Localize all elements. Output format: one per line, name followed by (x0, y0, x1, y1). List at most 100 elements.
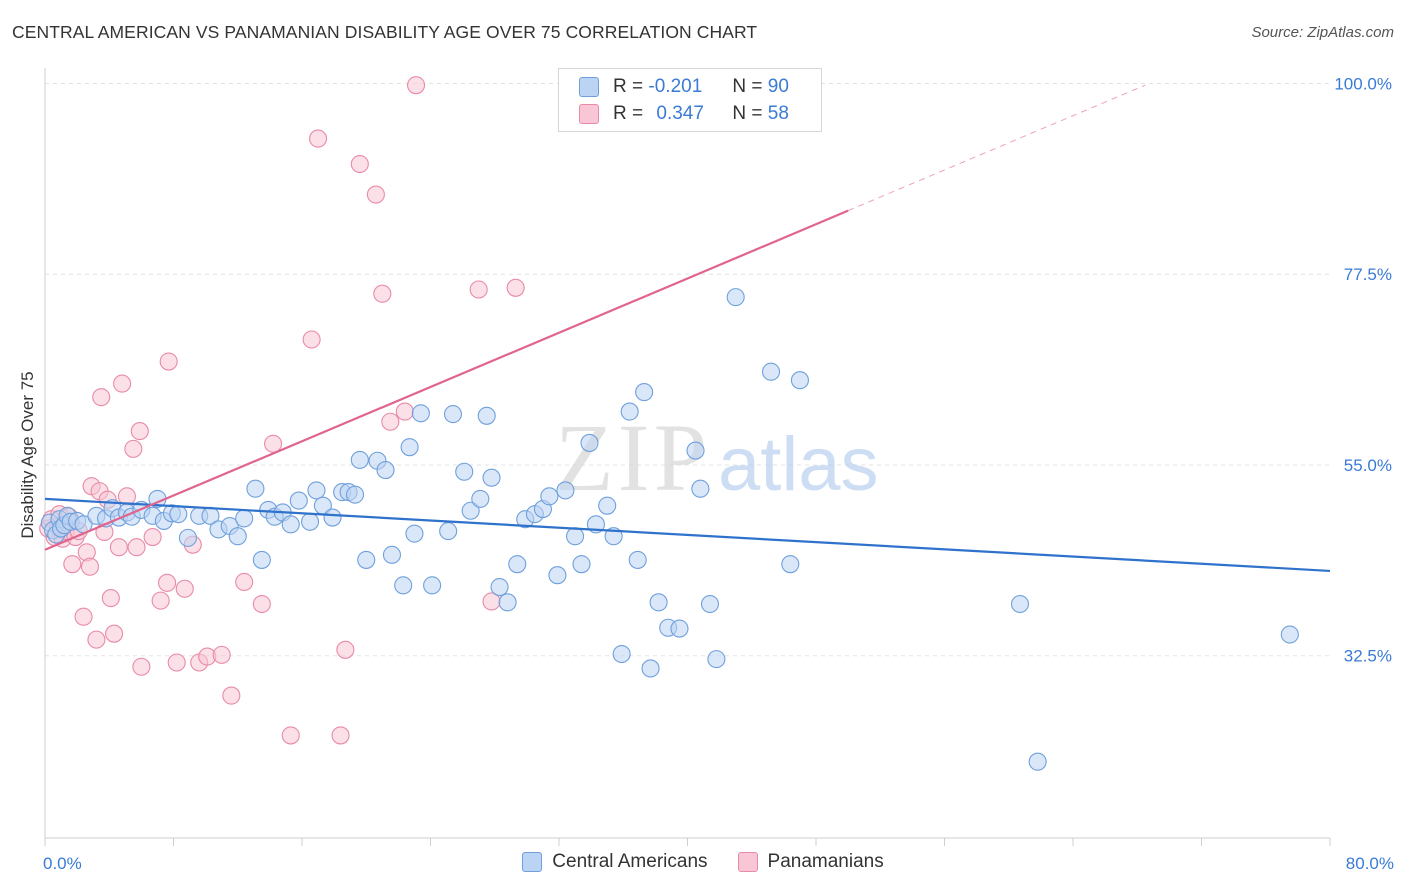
point-panamanians (87, 630, 106, 649)
legend-label-central-americans: Central Americans (552, 851, 708, 872)
point-central-americans (235, 509, 254, 528)
source-label: Source: ZipAtlas.com (1251, 24, 1394, 41)
point-central-americans (461, 501, 480, 520)
point-central-americans (394, 576, 413, 595)
n-label: N = (732, 76, 763, 97)
series-legend: Central Americans Panamanians (0, 851, 1406, 873)
point-central-americans (566, 527, 585, 546)
point-central-americans (556, 481, 575, 500)
point-central-americans (405, 524, 424, 543)
point-central-americans (350, 450, 369, 469)
point-central-americans (323, 508, 342, 527)
point-central-americans (300, 512, 320, 531)
point-panamanians (159, 352, 178, 371)
point-panamanians (63, 555, 82, 574)
watermark-zip: ZIP (555, 404, 711, 511)
point-central-americans (548, 566, 567, 585)
x-tick-label: 0.0% (43, 854, 82, 873)
y-tick-label: 100.0% (1334, 74, 1392, 93)
n-label: N = (732, 103, 763, 124)
point-central-americans (612, 644, 631, 664)
point-central-americans (246, 479, 265, 498)
point-panamanians (130, 422, 149, 441)
point-panamanians (105, 624, 124, 643)
r-label: R = (613, 103, 644, 124)
point-central-americans (357, 550, 376, 569)
point-panamanians (366, 185, 385, 204)
trendline-panamanians (44, 209, 849, 551)
legend-swatch-pink (579, 104, 599, 124)
legend-item-panamanians: Panamanians (737, 851, 884, 873)
point-central-americans (598, 496, 617, 515)
chart-title: CENTRAL AMERICAN VS PANAMANIAN DISABILIT… (12, 22, 758, 42)
watermark-atlas: atlas (718, 422, 879, 507)
point-central-americans (707, 650, 726, 669)
legend-swatch-pink (737, 852, 758, 872)
point-central-americans (691, 479, 710, 498)
point-panamanians (336, 640, 355, 659)
legend-label-panamanians: Panamanians (767, 851, 884, 872)
gridlines (45, 82, 1330, 657)
point-central-americans (1010, 594, 1030, 614)
point-panamanians (113, 374, 132, 393)
point-central-americans (376, 461, 395, 480)
series-panamanians (39, 76, 581, 745)
point-central-americans (400, 438, 419, 457)
point-central-americans (455, 462, 474, 481)
trend-lines (44, 84, 1331, 573)
point-panamanians (124, 439, 143, 458)
point-central-americans (628, 550, 647, 569)
point-panamanians (252, 594, 271, 614)
point-panamanians (92, 388, 111, 407)
point-panamanians (222, 686, 241, 705)
point-panamanians (158, 573, 177, 592)
point-central-americans (411, 404, 430, 423)
point-panamanians (469, 280, 488, 299)
point-panamanians (143, 527, 162, 547)
point-central-americans (477, 406, 496, 425)
legend-swatch-blue (579, 77, 599, 97)
point-central-americans (307, 481, 326, 500)
r-value-pink: 0.347 (656, 103, 704, 124)
point-central-americans (228, 527, 247, 546)
point-panamanians (331, 726, 350, 745)
point-panamanians (373, 284, 392, 303)
point-panamanians (74, 607, 93, 626)
point-central-americans (439, 522, 458, 541)
point-central-americans (508, 555, 527, 574)
point-panamanians (302, 330, 321, 349)
point-panamanians (151, 591, 170, 610)
axes (44, 68, 1331, 846)
point-central-americans (649, 593, 668, 612)
point-central-americans (345, 485, 365, 504)
point-panamanians (167, 653, 186, 672)
point-central-americans (580, 433, 599, 452)
r-label: R = (613, 76, 644, 97)
x-tick-label: 80.0% (1346, 854, 1394, 873)
n-value-pink: 58 (767, 103, 789, 124)
point-central-americans (1028, 752, 1047, 771)
point-panamanians (80, 557, 100, 576)
point-central-americans (790, 371, 809, 390)
y-tick-label: 32.5% (1344, 647, 1392, 666)
point-panamanians (175, 579, 194, 598)
trendline-panamanians-extension (847, 84, 1146, 212)
point-central-americans (540, 487, 559, 506)
point-central-americans (635, 383, 654, 402)
point-central-americans (382, 545, 402, 564)
point-central-americans (781, 555, 800, 574)
point-central-americans (761, 362, 781, 381)
point-central-americans (641, 659, 660, 678)
point-panamanians (381, 412, 400, 431)
point-panamanians (264, 434, 283, 453)
n-value-blue: 90 (767, 76, 789, 97)
trendline-central-americans (44, 497, 1331, 573)
point-central-americans (572, 555, 591, 574)
point-central-americans (281, 515, 300, 534)
point-panamanians (235, 572, 254, 592)
point-panamanians (132, 657, 151, 676)
point-central-americans (482, 468, 501, 487)
point-central-americans (443, 405, 463, 424)
point-central-americans (498, 593, 517, 612)
point-central-americans (726, 288, 745, 307)
